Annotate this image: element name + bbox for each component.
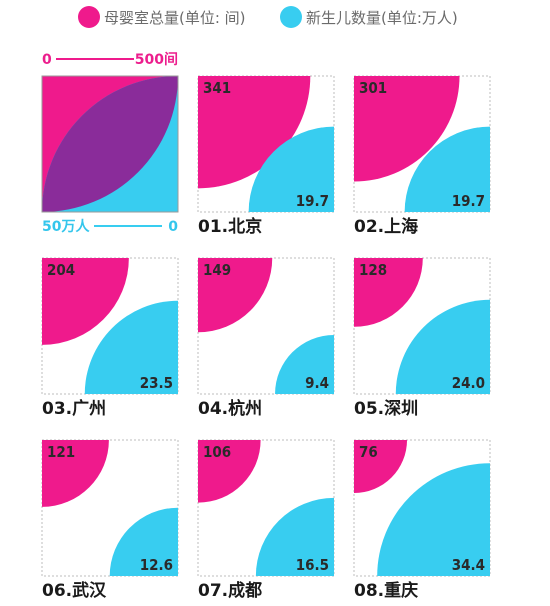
city-label: 06.武汉 [42,580,107,601]
legend-swatch-cyan [280,6,302,28]
key-border [41,75,179,213]
rooms-value-label: 301 [359,79,387,97]
legend-swatch-pink [78,6,100,28]
rooms-value-label: 76 [359,443,378,461]
newborns-value-label: 23.5 [140,374,173,392]
rooms-quarter-circle [354,440,408,494]
rooms-value-label: 149 [203,261,231,279]
city-label: 08.重庆 [354,580,418,601]
city-label: 04.杭州 [198,398,262,419]
newborns-quarter-circle [84,300,178,394]
rooms-value-label: 204 [47,261,75,279]
newborns-quarter-circle [248,126,334,212]
rooms-quarter-circle [42,258,129,345]
newborns-value-label: 19.7 [452,192,485,210]
newborns-quarter-circle [377,463,490,576]
rooms-value-label: 106 [203,443,231,461]
city-panel: 341 19.7 01.北京 [197,75,335,237]
city-panel: 76 34.4 08.重庆 [353,439,491,601]
city-label: 02.上海 [354,216,418,237]
newborns-value-label: 34.4 [452,556,485,574]
key-pink-min: 0 [42,52,52,68]
key-cyan-max: 50万人 [42,218,90,235]
rooms-value-label: 341 [203,79,231,97]
city-panel: 301 19.7 02.上海 [353,75,491,237]
newborns-value-label: 12.6 [140,556,173,574]
rooms-value-label: 128 [359,261,387,279]
legend-item-newborns: 新生儿数量(单位:万人) [280,6,458,28]
city-label: 03.广州 [42,398,106,419]
city-panel: 149 9.4 04.杭州 [197,257,335,419]
city-panel: 106 16.5 07.成都 [197,439,335,601]
city-label: 05.深圳 [354,398,418,419]
rooms-quarter-circle [354,76,460,182]
rooms-quarter-circle [42,440,109,507]
city-label: 07.成都 [198,580,262,601]
key-cyan-min: 0 [168,219,178,235]
rooms-quarter-circle [198,440,261,503]
legend: 母婴室总量(单位: 间) 新生儿数量(单位:万人) [0,6,550,32]
city-panel: 128 24.0 05.深圳 [353,257,491,419]
legend-label-rooms: 母婴室总量(单位: 间) [104,8,246,27]
newborns-quarter-circle [275,335,334,394]
newborns-quarter-circle [255,497,334,576]
legend-label-newborns: 新生儿数量(单位:万人) [306,8,458,27]
newborns-value-label: 19.7 [296,192,329,210]
key-pink-max: 500间 [135,51,178,68]
newborns-value-label: 16.5 [296,556,329,574]
newborns-quarter-circle [395,299,490,394]
legend-item-rooms: 母婴室总量(单位: 间) [78,6,246,28]
rooms-value-label: 121 [47,443,75,461]
rooms-quarter-circle [354,258,423,327]
city-panel: 121 12.6 06.武汉 [41,439,179,601]
newborns-quarter-circle [109,507,178,576]
newborns-quarter-circle [404,126,490,212]
rooms-quarter-circle [198,258,273,333]
key-overlap [42,76,178,212]
rooms-quarter-circle [198,76,311,189]
city-label: 01.北京 [198,216,262,237]
city-panel: 204 23.5 03.广州 [41,257,179,419]
newborns-value-label: 9.4 [305,374,329,392]
key-square: 0 500间 50万人 0 [41,51,179,235]
newborns-value-label: 24.0 [452,374,485,392]
